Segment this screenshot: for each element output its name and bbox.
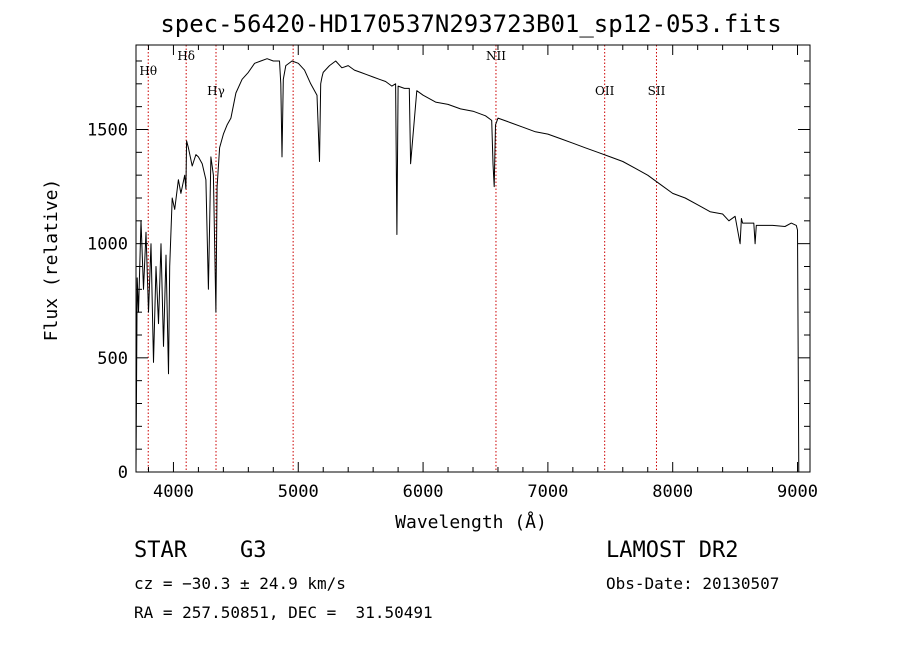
axis-ticks: 4000 5000 6000 7000 8000 9000 0 500 1000 1500 [87,45,818,502]
line-marker-label: Hθ [139,64,157,78]
y-tick-label: 1000 [87,235,128,255]
line-marker-label: OII [595,84,615,98]
x-tick-label: 6000 [403,482,444,502]
x-tick-label: 9000 [777,482,818,502]
object-class: STAR G3 [134,538,267,563]
x-tick-label: 7000 [527,482,568,502]
x-tick-label: 5000 [278,482,319,502]
coordinates-readout: RA = 257.50851, DEC = 31.50491 [134,603,433,622]
x-tick-label: 4000 [153,482,194,502]
redshift-readout: cz = −30.3 ± 24.9 km/s [134,574,346,593]
line-marker-label: Hδ [177,49,195,63]
emission-line-markers: Hθ Hδ Hγ NII OII SII [139,45,666,472]
spectrum-line [135,58,800,473]
chart-title: spec-56420-HD170537N293723B01_sp12-053.f… [160,10,781,38]
line-marker-label: NII [486,49,506,63]
y-tick-label: 500 [97,349,128,369]
y-axis-label: Flux (relative) [41,179,62,342]
observation-date: Obs-Date: 20130507 [606,574,780,593]
y-tick-label: 0 [118,463,128,483]
survey-name: LAMOST DR2 [606,538,739,563]
x-tick-label: 8000 [652,482,693,502]
x-axis-label: Wavelength (Å) [395,511,547,533]
y-tick-label: 1500 [87,120,128,140]
line-marker-label: Hγ [207,84,225,98]
line-marker-label: SII [648,84,666,98]
plot-frame [135,44,811,473]
